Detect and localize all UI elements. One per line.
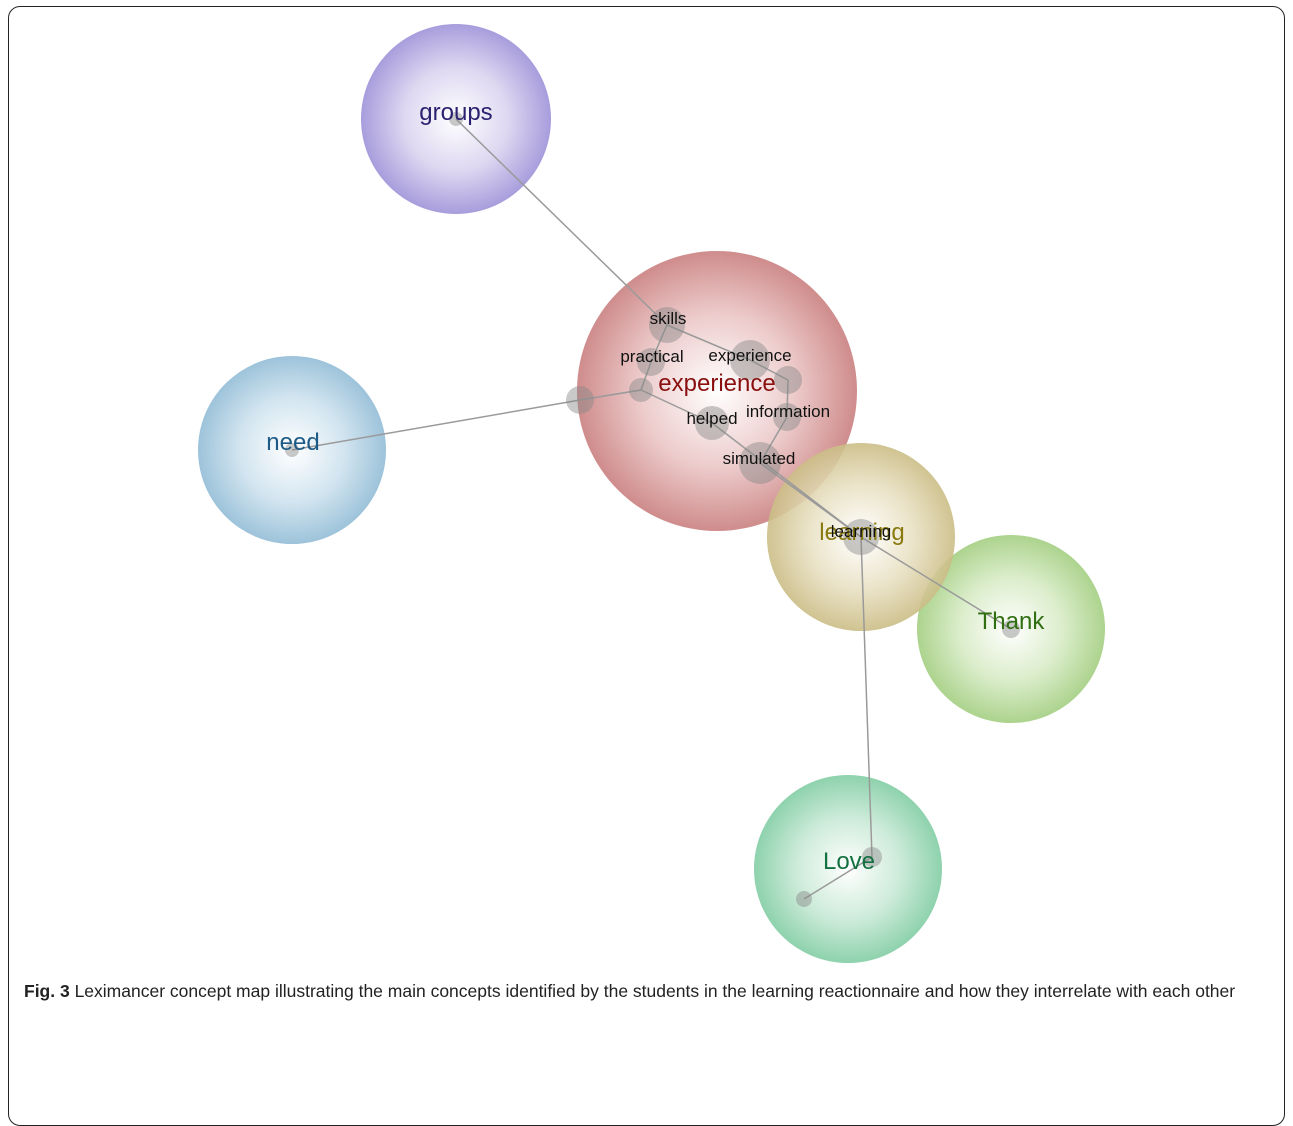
- link-information-simulated: [759, 416, 788, 464]
- concept-dot-love-b: [796, 891, 812, 907]
- link-groups-skills: [455, 118, 668, 326]
- concept-dot-information-a: [774, 366, 802, 394]
- concept-dot-information-b: [773, 403, 801, 431]
- concept-dot-love: [862, 847, 882, 867]
- link-learning-love: [860, 536, 873, 858]
- concept-dot-experience: [730, 340, 770, 380]
- link-love-node: [803, 856, 873, 900]
- concept-label-skills: skills: [650, 309, 687, 328]
- link-experience-information: [749, 359, 789, 381]
- caption-text: Leximancer concept map illustrating the …: [69, 981, 1236, 1001]
- link-practical-helped: [640, 389, 713, 424]
- concept-map: groups experience need learning Thank Lo…: [198, 24, 1105, 963]
- concept-dot-practical-b: [629, 378, 653, 402]
- theme-label-groups: groups: [419, 99, 492, 126]
- concept-dot-groups: [449, 112, 463, 126]
- concept-dot-skills: [649, 307, 685, 343]
- link-learning-thank: [860, 536, 1012, 630]
- theme-circle-love: [754, 775, 942, 963]
- concept-dot-learning: [843, 519, 879, 555]
- concept-dot-anchor: [566, 386, 594, 414]
- theme-label-need: need: [266, 429, 319, 456]
- theme-label-experience: experience: [658, 370, 775, 397]
- concept-dot-helped: [695, 406, 729, 440]
- link-node-anchor: [579, 389, 642, 401]
- link-information-node: [786, 379, 789, 418]
- theme-label-thank: Thank: [978, 608, 1046, 635]
- concept-label-experience: experience: [708, 346, 791, 365]
- concept-dot-thank: [1002, 620, 1020, 638]
- concept-label-helped: helped: [686, 409, 737, 428]
- caption-label: Fig. 3: [24, 981, 70, 1001]
- theme-label-learning: learning: [819, 519, 904, 546]
- concept-dot-simulated: [739, 442, 781, 484]
- concept-dot-need: [285, 443, 299, 457]
- concept-label-learning: learning: [831, 522, 892, 541]
- theme-circle-experience: [577, 251, 857, 531]
- link-practical-node: [640, 361, 652, 391]
- concept-dot-practical: [637, 348, 665, 376]
- concept-label-practical: practical: [620, 347, 683, 366]
- link-skills-practical: [650, 324, 668, 363]
- link-anchor-need: [291, 399, 581, 451]
- link-simulated-learning: [759, 462, 862, 538]
- concept-label-simulated: simulated: [723, 449, 796, 468]
- concept-dots: [285, 112, 1020, 907]
- figure-caption: Fig. 3 Leximancer concept map illustrati…: [24, 979, 1269, 1004]
- link-skills-experience: [666, 324, 751, 361]
- concept-links: [291, 118, 1012, 900]
- theme-label-love: Love: [823, 848, 875, 875]
- concept-label-information: information: [746, 402, 830, 421]
